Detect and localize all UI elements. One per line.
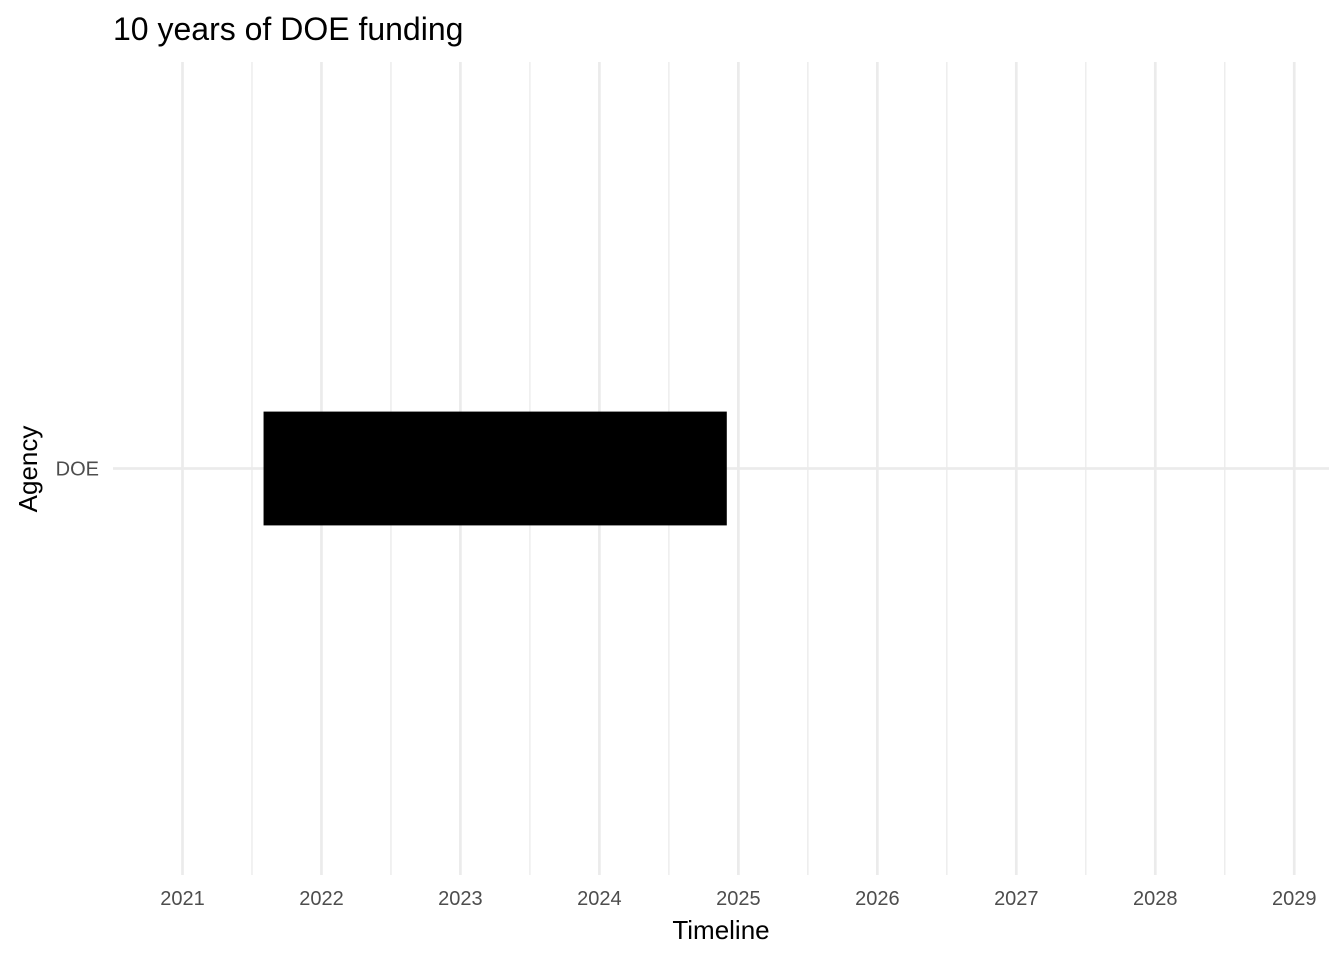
x-tick-label: 2029 [1272, 888, 1317, 910]
x-axis-tick-labels: 2021 2022 2023 2024 2025 2026 2027 2028 2029 [160, 888, 1316, 910]
y-axis-title: Agency [13, 426, 43, 513]
y-axis-tick-labels: DOE [56, 459, 99, 481]
x-tick-label: 2026 [855, 888, 900, 910]
y-tick-label: DOE [56, 459, 99, 481]
x-tick-label: 2028 [1133, 888, 1178, 910]
bar-doe [263, 411, 727, 526]
x-tick-label: 2027 [994, 888, 1039, 910]
x-tick-label: 2023 [438, 888, 483, 910]
x-tick-label: 2025 [716, 888, 761, 910]
x-tick-label: 2021 [160, 888, 205, 910]
chart-title: 10 years of DOE funding [113, 11, 463, 47]
x-tick-label: 2024 [577, 888, 622, 910]
bars [263, 411, 727, 526]
x-axis-title: Timeline [672, 915, 769, 945]
x-tick-label: 2022 [299, 888, 344, 910]
